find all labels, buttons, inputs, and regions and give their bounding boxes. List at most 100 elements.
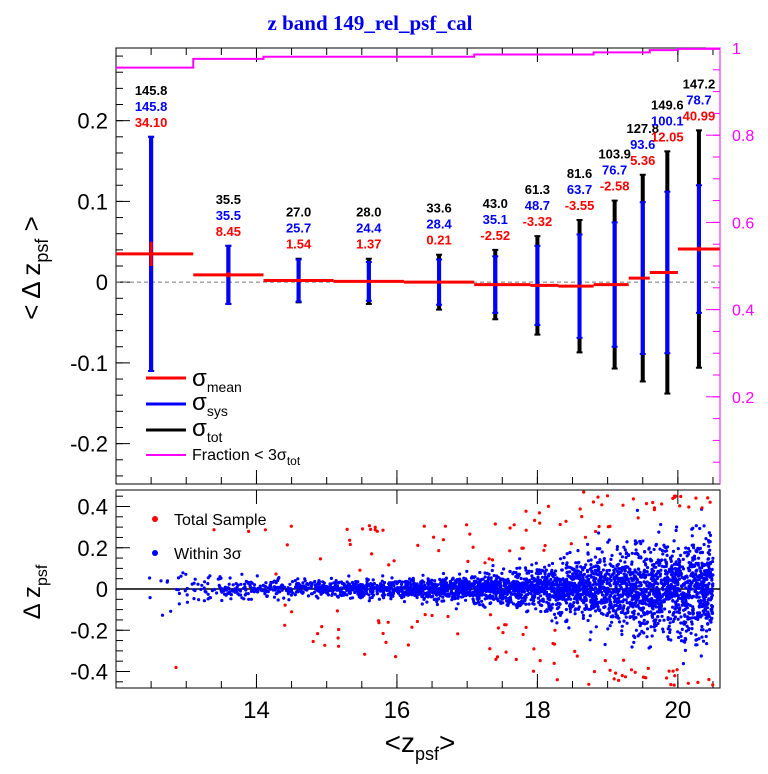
scatter-point-within [681,639,686,643]
scatter-point-within [474,580,478,584]
scatter-point-total [673,494,677,498]
scatter-point-within [169,609,173,613]
scatter-point-within [550,619,554,623]
scatter-point-within [634,548,638,552]
scatter-point-within [568,550,572,555]
scatter-point-within [231,583,235,587]
scatter-point-within [306,582,310,587]
scatter-point-within [223,585,227,589]
right-axis: 0.2 0.4 0.6 0.8 1 [706,41,754,463]
scatter-point-within [530,589,534,593]
bottom-y-tick-label: -0.4 [70,660,108,685]
scatter-point-total [569,542,573,546]
scatter-point-within [699,566,703,570]
scatter-point-within [598,588,603,592]
bin-label-mean: 8.45 [216,224,241,239]
scatter-point-within [635,551,639,556]
scatter-point-within [704,634,708,639]
scatter-point-within [619,567,623,571]
scatter-point-within [707,628,712,632]
scatter-point-within [680,584,684,589]
bottom-legend: Total Sample Within 3σ [152,512,267,563]
scatter-point-within [476,577,480,581]
scatter-point-within [565,577,569,581]
scatter-point-within [700,550,704,555]
scatter-point-within [286,586,290,590]
scatter-point-total [508,526,512,530]
scatter-point-total [521,632,525,637]
scatter-point-within [367,599,371,603]
scatter-point-within [471,597,475,601]
scatter-point-within [515,606,519,610]
scatter-point-within [638,570,642,574]
scatter-point-within [436,583,440,587]
scatter-point-total [614,671,618,675]
scatter-point-within [635,508,640,512]
scatter-point-total [290,610,294,614]
scatter-point-within [557,595,562,600]
scatter-point-within [434,597,438,601]
scatter-point-within [320,584,325,588]
scatter-point-within [665,562,669,566]
scatter-point-within [458,587,462,591]
scatter-point-within [704,537,708,541]
scatter-point-within [371,578,375,582]
scatter-point-within [689,631,693,635]
scatter-point-within [614,603,618,608]
bin-label-mean: 0.21 [426,233,451,248]
scatter-point-within [375,591,379,596]
scatter-point-within [581,592,585,597]
scatter-point-within [427,581,431,585]
scatter-point-total [386,620,390,624]
scatter-point-within [520,601,524,605]
scatter-point-within [530,574,534,578]
legend-mean-label: σmean [192,365,242,395]
scatter-point-within [552,594,556,598]
scatter-point-within [203,580,207,584]
scatter-point-total [671,669,675,673]
scatter-point-within [676,547,680,551]
scatter-point-total [553,628,557,632]
scatter-point-within [608,624,612,628]
scatter-point-within [485,596,489,600]
scatter-point-within [650,634,654,638]
scatter-point-within [706,587,710,591]
scatter-point-within [571,587,575,592]
scatter-point-within [562,589,567,593]
scatter-point-within [541,569,545,573]
scatter-point-within [354,582,358,586]
scatter-point-within [652,625,656,629]
scatter-point-total [600,503,604,507]
scatter-point-within [229,597,233,601]
scatter-point-within [678,589,682,593]
scatter-point-within [602,557,606,561]
scatter-point-within [686,628,691,632]
scatter-point-within [588,607,592,612]
scatter-point-within [381,589,385,593]
scatter-point-within [370,582,374,586]
scatter-point-within [625,540,629,544]
scatter-point-total [503,623,507,627]
scatter-point-within [651,615,655,620]
scatter-point-total [603,659,607,663]
scatter-point-within [633,568,637,572]
scatter-point-within [418,585,422,589]
scatter-point-within [642,631,646,635]
scatter-point-within [381,596,386,600]
scatter-point-total [687,505,691,509]
scatter-point-within [680,627,684,632]
scatter-point-within [576,569,581,573]
scatter-point-within [598,547,602,551]
scatter-point-within [675,525,679,529]
scatter-point-within [326,593,330,597]
scatter-point-total [552,661,556,666]
scatter-point-total [289,524,293,528]
scatter-point-within [698,526,702,531]
scatter-point-within [688,603,692,608]
scatter-point-within [579,597,583,601]
scatter-point-within [704,594,708,599]
scatter-point-within [674,528,678,533]
scatter-point-within [467,591,471,595]
scatter-point-within [657,530,661,534]
scatter-point-within [705,602,709,606]
